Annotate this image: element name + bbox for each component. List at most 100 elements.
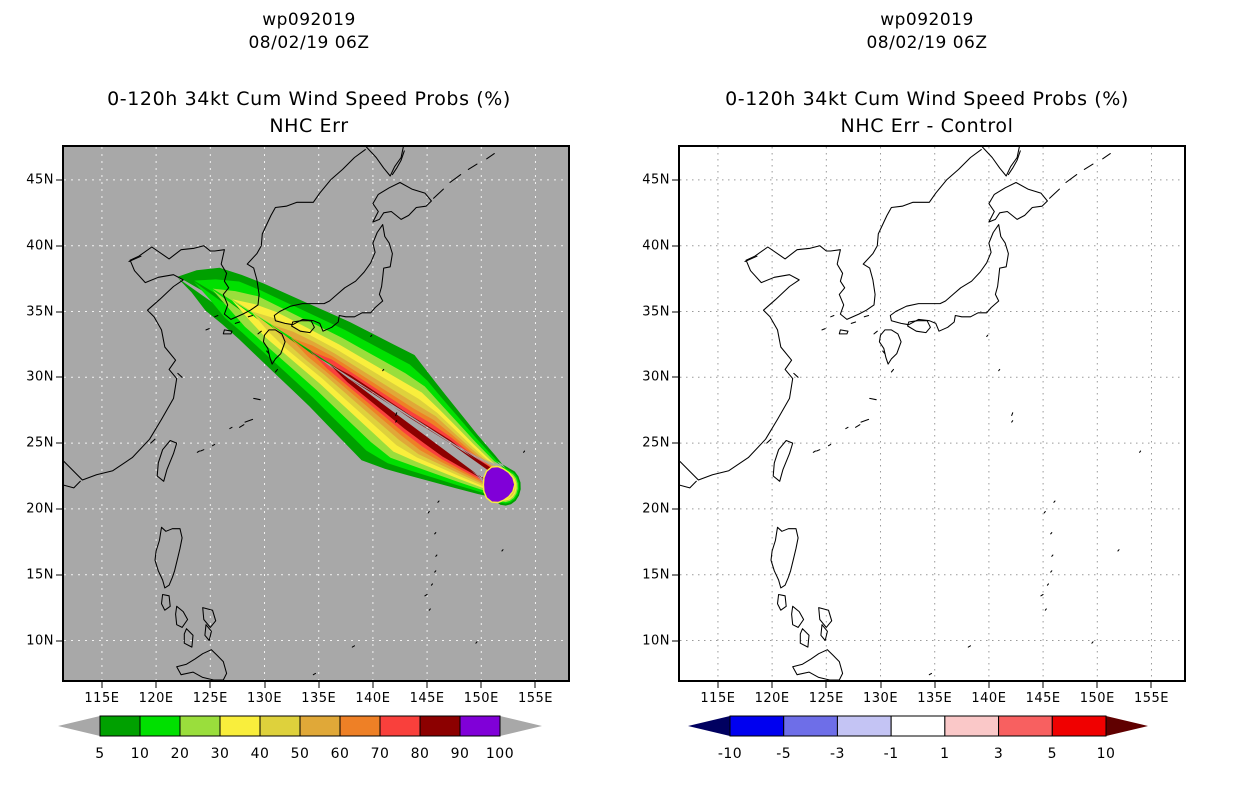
lon-axis-label: 125E [808,691,844,706]
lon-axis-label: 135E [301,691,337,706]
lat-axis-label: 25N [642,435,670,451]
colorbar-tick-label: 10 [1096,746,1116,762]
lon-tick-mark [372,682,374,688]
colorbar-tick-label: 60 [330,746,350,762]
colorbar-difference-swatches [688,715,1148,737]
lon-axis-label: 115E [700,691,736,706]
lat-tick-mark [672,179,678,181]
map-plot-left [64,147,568,680]
lon-tick-mark [264,682,266,688]
map-frame-right [678,145,1186,682]
lat-tick-mark [56,574,62,576]
panel-nhc-err: wp092019 08/02/19 06Z 0-120h 34kt Cum Wi… [0,10,618,772]
lat-tick-mark [672,508,678,510]
colorbar-tick-label: -10 [717,746,743,762]
lon-tick-mark [534,682,536,688]
lon-tick-mark [1096,682,1098,688]
chart-subtitle-left: NHC Err [269,115,349,137]
lon-tick-mark [1042,682,1044,688]
lon-tick-mark [825,682,827,688]
lat-axis-label: 30N [26,369,54,385]
colorbar-tick-label: 80 [410,746,430,762]
colorbar-tick-label: 5 [1047,746,1057,762]
lon-axis-label: 120E [138,691,174,706]
lon-axis-label: 150E [1079,691,1115,706]
colorbar-tick-label: 100 [485,746,515,762]
lat-tick-mark [672,245,678,247]
chart-title-right: 0-120h 34kt Cum Wind Speed Probs (%) [725,88,1129,110]
lat-tick-mark [56,179,62,181]
lon-axis-label: 155E [1133,691,1169,706]
lon-axis-label: 115E [84,691,120,706]
lat-axis-label: 45N [642,172,670,188]
lat-tick-mark [56,311,62,312]
map-frame-left [62,145,570,682]
colorbar-probability: 5 10 20 30 40 50 60 70 80 90 100 [0,712,618,772]
lat-tick-mark [672,442,678,444]
colorbar-probability-swatches [58,715,542,737]
lat-axis-label: 15N [642,567,670,583]
colorbar-tick-label: 40 [250,746,270,762]
lon-tick-mark [155,682,157,688]
lon-tick-mark [318,682,320,688]
lat-tick-mark [56,245,62,247]
lat-axis-label: 35N [26,304,54,319]
lon-tick-mark [480,682,482,688]
lon-tick-mark [717,682,719,688]
lat-axis-label: 20N [26,501,54,517]
colorbar-tick-label: 20 [170,746,190,762]
lon-tick-mark [988,682,990,688]
colorbar-tick-label: -1 [883,746,899,762]
lat-tick-mark [672,376,678,378]
lon-axis-label: 155E [517,691,553,706]
lat-tick-mark [56,376,62,378]
colorbar-tick-label: 10 [130,746,150,762]
colorbar-tick-label: 90 [450,746,470,762]
lon-axis-label: 120E [754,691,790,706]
lat-tick-mark [672,574,678,576]
colorbar-difference: -10 -5 -3 -1 1 3 5 10 [618,712,1236,772]
lat-axis-label: 40N [26,238,54,254]
lon-tick-mark [771,682,773,688]
lat-axis-label: 40N [642,238,670,254]
map-area-right: 45N 40N 35N 30N 25N 20N 15N 10N 115E 120E 125E 130E… [642,145,1186,706]
colorbar-tick-label: 50 [290,746,310,762]
lat-axis-label: 15N [26,567,54,583]
lat-tick-mark [56,442,62,444]
panel-nhc-err-minus-control: wp092019 08/02/19 06Z 0-120h 34kt Cum Wi… [618,0,1236,800]
lat-tick-mark [56,508,62,510]
colorbar-tick-label: 3 [993,746,1004,762]
lat-tick-mark [672,311,678,312]
lon-axis-label: 130E [863,691,899,706]
lon-axis-label: 145E [409,691,445,706]
colorbar-tick-label: -5 [776,746,792,762]
lat-axis-label: 35N [642,304,670,319]
colorbar-tick-label: 30 [210,746,230,762]
lon-axis-label: 135E [917,691,953,706]
lon-tick-mark [934,682,936,688]
lat-axis-label: 30N [642,369,670,385]
datetime-left: 08/02/19 06Z [248,33,370,53]
colorbar-tick-label: 70 [370,746,390,762]
lon-tick-mark [426,682,428,688]
chart-title-left: 0-120h 34kt Cum Wind Speed Probs (%) [107,88,511,110]
lon-axis-label: 150E [463,691,499,706]
lat-axis-label: 20N [642,501,670,517]
lon-tick-mark [1150,682,1152,688]
lat-tick-mark [56,640,62,642]
map-area-left: 45N 40N 35N 30N 25N 20N 15N 10N 115E 120E 125E 130E… [26,145,570,706]
colorbar-tick-label: 1 [940,746,950,762]
lon-tick-mark [209,682,211,688]
lat-axis-label: 45N [26,172,54,188]
lat-tick-mark [672,640,678,642]
lat-axis-label: 25N [26,435,54,451]
lon-tick-mark [101,682,103,688]
storm-id-right: wp092019 [880,10,974,30]
lat-axis-label: 10N [642,633,670,649]
lon-axis-label: 125E [192,691,228,706]
colorbar-tick-label: 5 [95,746,105,762]
chart-subtitle-right: NHC Err - Control [840,115,1014,137]
storm-id-left: wp092019 [262,10,356,30]
lon-axis-label: 145E [1025,691,1061,706]
lon-axis-label: 140E [971,691,1007,706]
